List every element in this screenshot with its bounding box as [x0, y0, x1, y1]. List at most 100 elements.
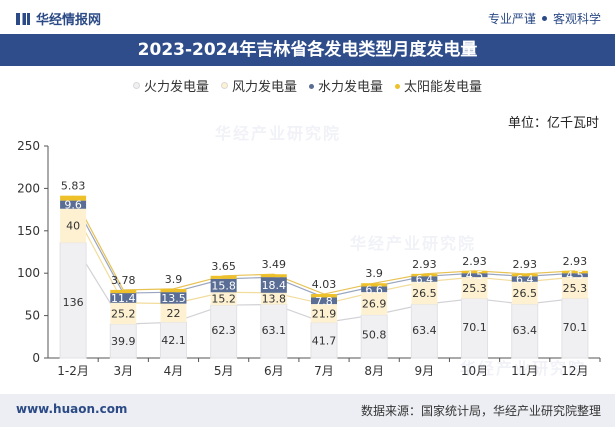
bar-segment [311, 304, 337, 323]
bar-segment [561, 277, 588, 299]
bar-segment [511, 276, 538, 282]
bar-segment [561, 298, 589, 359]
x-tick-label: 3月 [113, 364, 133, 378]
data-label: 25.3 [462, 282, 487, 295]
bar-segment [511, 273, 538, 277]
data-label: 63.4 [512, 324, 537, 337]
data-label: 26.5 [412, 287, 437, 300]
y-tick-label: 50 [25, 309, 40, 323]
bar-segment [511, 303, 539, 359]
bar-segment [160, 288, 187, 293]
data-label: 25.3 [563, 282, 588, 295]
data-label: 63.1 [262, 324, 287, 337]
x-tick-label: 6月 [264, 364, 284, 378]
data-label: 4.03 [312, 278, 337, 291]
bar-segment [159, 321, 187, 359]
legend-item-1[interactable]: 风力发电量 [220, 76, 297, 95]
data-label: 6.4 [416, 273, 434, 286]
data-label: 70.1 [563, 321, 588, 334]
x-tick-label: 1-2月 [57, 364, 89, 378]
data-label: 7.8 [315, 295, 333, 308]
legend-marker-icon [132, 82, 140, 89]
data-label: 3.9 [165, 273, 183, 286]
bar-segment [360, 314, 388, 359]
legend-marker-icon [309, 84, 314, 89]
y-tick-label: 200 [17, 181, 40, 195]
bar-segment [110, 293, 137, 303]
y-tick-label: 0 [32, 351, 40, 365]
legend-marker-icon [220, 82, 228, 89]
footer-url[interactable]: www.huaon.com [16, 402, 128, 416]
bar-segment [260, 292, 287, 305]
data-source: 数据来源：国家统计局，华经产业研究院整理 [360, 404, 601, 418]
bar-segment [461, 277, 488, 299]
data-label: 13.5 [161, 292, 186, 305]
data-label: 26.5 [512, 287, 537, 300]
separator-dot-icon [541, 16, 547, 21]
bar-segment [60, 195, 87, 201]
legend-label: 太阳能发电量 [404, 80, 483, 95]
data-label: 15.2 [211, 293, 236, 306]
bar-segment [311, 294, 337, 298]
bar-segment [110, 302, 137, 325]
x-tick-label: 7月 [314, 364, 334, 378]
data-label: 63.4 [412, 324, 437, 337]
y-tick-label: 250 [17, 139, 40, 153]
data-label: 15.8 [211, 280, 236, 293]
data-label: 2.93 [462, 255, 487, 268]
data-label: 62.3 [211, 324, 236, 337]
chart-legend: 火力发电量 风力发电量 水力发电量 太阳能发电量 [0, 76, 615, 95]
data-label: 13.8 [262, 293, 287, 306]
brand-name: 华经情报网 [36, 13, 102, 28]
data-label: 50.8 [362, 329, 387, 342]
data-label: 4.5 [466, 269, 484, 282]
x-tick-label: 4月 [164, 364, 184, 378]
data-label: 2.93 [412, 258, 437, 271]
bar-segment [411, 273, 438, 277]
data-label: 40 [66, 220, 80, 233]
bar-segment [110, 289, 137, 294]
unit-label: 单位：亿千瓦时 [507, 116, 599, 131]
data-label: 6.6 [365, 283, 383, 296]
x-tick-label: 5月 [214, 364, 234, 378]
bar-segment [210, 292, 237, 306]
bar-segment [260, 274, 287, 278]
data-label: 25.2 [111, 307, 136, 320]
legend-item-2[interactable]: 水力发电量 [309, 76, 383, 95]
legend-item-3[interactable]: 太阳能发电量 [395, 76, 482, 95]
data-label: 18.4 [262, 279, 287, 292]
data-label: 21.9 [312, 307, 337, 320]
data-label: 26.9 [362, 298, 387, 311]
data-label: 2.93 [512, 258, 537, 271]
bar-segment [411, 276, 438, 282]
y-tick-label: 150 [17, 224, 40, 238]
x-tick-label: 11月 [511, 364, 538, 378]
data-label: 3.65 [211, 260, 236, 273]
slogan: 专业严谨 客观科学 [488, 10, 601, 27]
bar-segment [511, 281, 538, 305]
footer: www.huaon.com 数据来源：国家统计局，华经产业研究院整理 [0, 394, 615, 427]
bar-segment [210, 275, 237, 279]
bar-segment [160, 292, 187, 304]
data-label: 4.5 [566, 269, 584, 282]
bar-segment [160, 303, 187, 323]
data-label: 11.4 [111, 292, 136, 305]
brand-icon [16, 13, 30, 25]
x-tick-label: 9月 [415, 364, 435, 378]
bar-segment [561, 273, 588, 278]
bar-segment [210, 278, 237, 293]
legend-item-0[interactable]: 火力发电量 [132, 76, 209, 95]
bar-segment [361, 286, 388, 293]
chart-title: 2023-2024年吉林省各发电类型月度发电量 [137, 40, 478, 60]
data-label: 136 [63, 296, 84, 309]
brand-logo[interactable]: 华经情报网 [16, 9, 101, 28]
data-label: 41.7 [312, 334, 337, 347]
data-label: 3.9 [365, 267, 383, 280]
bar-segment [411, 281, 438, 305]
bar-segment [561, 270, 588, 274]
top-bar: 华经情报网 专业严谨 客观科学 [0, 0, 615, 34]
bar-segment [60, 208, 87, 243]
data-label: 39.9 [111, 335, 136, 348]
legend-marker-icon [395, 84, 401, 89]
bar-segment [461, 273, 488, 278]
